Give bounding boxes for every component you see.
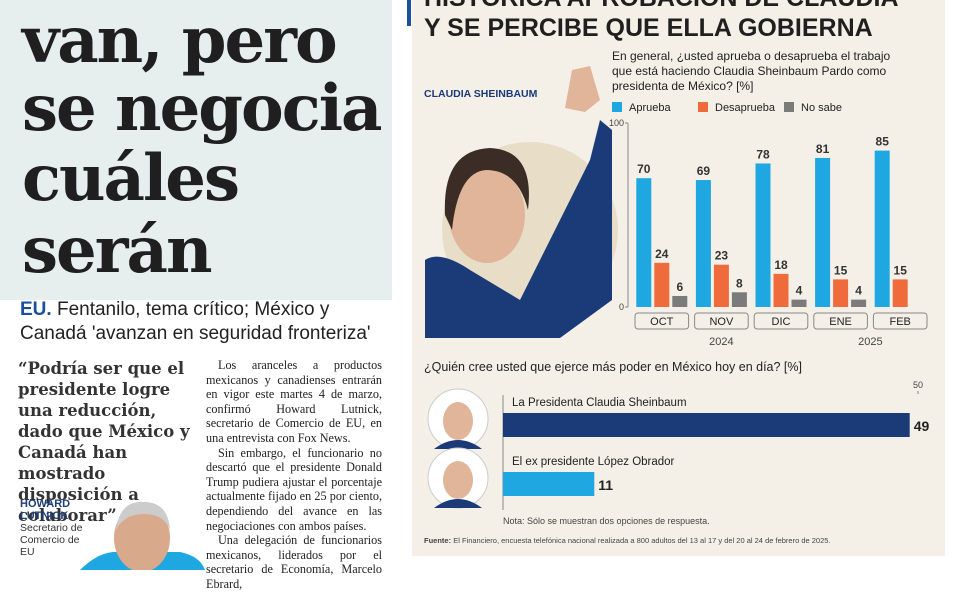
- bar: [695, 180, 711, 307]
- bar: [503, 413, 910, 437]
- value-label: 49: [914, 418, 930, 434]
- value-label: 70: [637, 162, 651, 176]
- legend-swatch: [784, 102, 794, 112]
- category-box: [872, 312, 928, 330]
- bar: [773, 273, 789, 307]
- headline: cuáles: [22, 141, 240, 216]
- x-tick-label: OCT: [650, 316, 674, 328]
- year-label: 2025: [858, 336, 882, 348]
- value-label: 4: [855, 284, 862, 298]
- x-tick-label: DIC: [772, 316, 791, 328]
- value-label: 23: [715, 249, 729, 263]
- value-label: 81: [816, 142, 830, 156]
- chart-title: ¿Quién cree usted que ejerce más poder e…: [424, 360, 802, 374]
- subhead: EU. Fentanilo, tema crítico; México y Ca…: [20, 298, 400, 346]
- legend-swatch: [612, 102, 622, 112]
- category-box: [753, 312, 809, 330]
- subhead-lead: EU.: [20, 299, 52, 320]
- paragraph: Sin embargo, el funcionario no descartó …: [206, 445, 382, 533]
- headline-background: [0, 0, 392, 300]
- bar: [833, 279, 849, 307]
- hbar-chart: ¿Quién cree usted que ejerce más poder e…: [424, 360, 929, 510]
- bar: [851, 299, 867, 307]
- value-label: 78: [756, 147, 770, 161]
- portrait-body: [434, 440, 482, 449]
- bar: [815, 157, 831, 307]
- quote-name: HOWARD LUTNICK: [20, 498, 71, 522]
- legend-swatch: [698, 102, 708, 112]
- source: Fuente: El Financiero, encuesta telefóni…: [424, 536, 831, 545]
- bar: [755, 163, 771, 307]
- x-tick-label: NOV: [709, 316, 734, 328]
- value-label: 4: [796, 284, 803, 298]
- chart-title-line: que está haciendo Claudia Sheinbaum Pard…: [612, 64, 887, 78]
- category-box: [694, 312, 749, 330]
- bar: [503, 472, 595, 496]
- bar: [713, 264, 729, 307]
- infographic-title: HISTÓRICA APROBACIÓN DE CLAUDIA: [424, 0, 899, 12]
- headline: se negocia: [22, 71, 382, 146]
- portrait: [80, 501, 205, 570]
- x-tick-label: ENE: [829, 316, 852, 328]
- infographic-title: Y SE PERCIBE QUE ELLA GOBIERNA: [424, 14, 873, 42]
- value-label: 69: [697, 164, 711, 178]
- bar: [731, 292, 747, 307]
- value-label: 18: [774, 258, 788, 272]
- legend-label: Aprueba: [629, 102, 671, 114]
- y-tick-label: 0: [619, 302, 624, 312]
- value-label: 8: [736, 276, 743, 290]
- legend-label: Desaprueba: [715, 102, 776, 114]
- x-tick-label: 50: [913, 380, 923, 390]
- bar: [672, 295, 688, 307]
- chart-title-line: En general, ¿usted aprueba o desaprueba …: [612, 49, 891, 63]
- category-box: [634, 312, 690, 330]
- source-text: El Financiero, encuesta telefónica nacio…: [453, 536, 830, 545]
- portrait-face: [443, 461, 473, 499]
- subhead-text: Fentanilo, tema crítico; México y Canadá…: [20, 299, 371, 344]
- value-label: 11: [598, 477, 613, 493]
- portrait-body: [434, 499, 482, 508]
- photo-label: CLAUDIA SHEINBAUM: [424, 88, 538, 100]
- bar: [874, 150, 890, 307]
- value-label: 24: [655, 247, 669, 261]
- value-label: 15: [894, 263, 908, 277]
- value-label: 85: [876, 135, 890, 149]
- bar: [892, 279, 908, 307]
- x-tick-label: FEB: [889, 316, 910, 328]
- note: Nota: Sólo se muestran dos opciones de r…: [503, 516, 710, 526]
- y-tick-label: 100: [609, 118, 624, 128]
- chart-title-line: presidenta de México? [%]: [612, 79, 753, 93]
- value-label: 15: [834, 263, 848, 277]
- pull-quote: “Podría ser que el presidente logre una …: [18, 359, 190, 525]
- bar-chart: Aprueba Desaprueba No sabe 0 100 OCT 70 24 6 NOV 6…: [609, 102, 928, 348]
- photo: [425, 66, 618, 338]
- headline: serán: [22, 213, 212, 288]
- infographic: HISTÓRICA APROBACIÓN DE CLAUDIA Y SE PER…: [407, 0, 945, 556]
- headline: van, pero: [22, 3, 338, 78]
- legend-label: No sabe: [801, 102, 842, 114]
- value-label: 6: [676, 280, 683, 294]
- bar: [654, 262, 670, 307]
- category-label: El ex presidente López Obrador: [512, 456, 675, 468]
- year-label: 2024: [709, 336, 733, 348]
- bar: [636, 178, 652, 307]
- chart-title: En general, ¿usted aprueba o desaprueba …: [612, 49, 891, 93]
- category-box: [813, 312, 868, 330]
- bar: [791, 299, 807, 307]
- source-label: Fuente:: [424, 536, 451, 545]
- category-label: La Presidenta Claudia Sheinbaum: [512, 397, 687, 409]
- paragraph: Los aranceles a productos mexicanos y ca…: [206, 358, 382, 445]
- portrait-face: [443, 402, 473, 440]
- quote-role: Secretario de Comercio de EU: [20, 522, 83, 558]
- accent: [407, 0, 411, 26]
